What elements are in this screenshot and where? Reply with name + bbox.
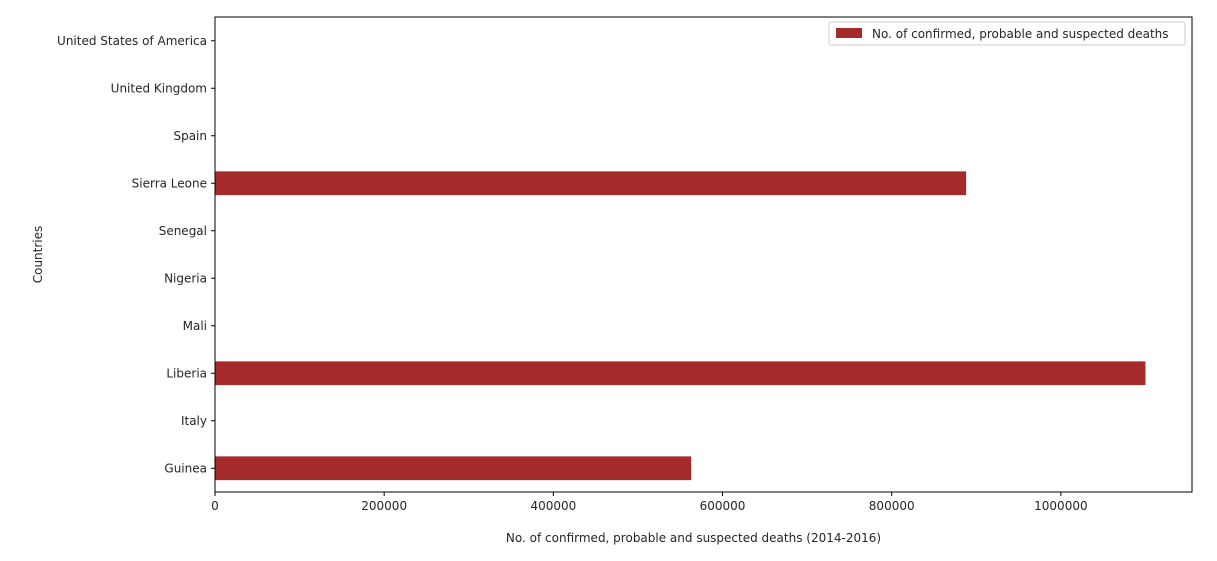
x-axis-ticks: 0 200000 400000 600000 800000 1000000 <box>211 492 1088 513</box>
y-axis-ticks: Guinea Italy Liberia Mali Nigeria Senegal Sier… <box>57 34 215 475</box>
x-tick-label: 1000000 <box>1034 499 1087 513</box>
y-tick-label: Italy <box>181 414 207 428</box>
bars-group <box>215 171 1146 481</box>
bar-guinea <box>215 456 692 481</box>
bar-liberia <box>215 361 1146 386</box>
y-tick-label: Senegal <box>159 224 207 238</box>
x-tick-label: 0 <box>211 499 219 513</box>
y-tick-label: Guinea <box>164 461 207 475</box>
y-tick-label: Spain <box>173 129 207 143</box>
x-tick-label: 400000 <box>530 499 576 513</box>
legend-swatch <box>836 28 862 38</box>
legend-box <box>828 21 1186 46</box>
y-tick-label: Mali <box>183 319 207 333</box>
x-tick-label: 600000 <box>700 499 746 513</box>
x-tick-label: 200000 <box>361 499 407 513</box>
y-tick-label: Liberia <box>166 366 207 380</box>
y-tick-label: United Kingdom <box>111 81 207 95</box>
x-axis-label: No. of confirmed, probable and suspected… <box>506 531 881 545</box>
y-tick-label: Sierra Leone <box>132 176 207 190</box>
y-tick-label: United States of America <box>57 34 207 48</box>
plot-area-frame <box>214 16 1193 493</box>
y-tick-label: Nigeria <box>164 271 207 285</box>
bar-sierra-leone <box>215 171 967 196</box>
legend: No. of confirmed, probable and suspected… <box>828 21 1186 46</box>
y-axis-label: Countries <box>31 226 45 284</box>
legend-label: No. of confirmed, probable and suspected… <box>872 27 1169 41</box>
x-tick-label: 800000 <box>869 499 915 513</box>
